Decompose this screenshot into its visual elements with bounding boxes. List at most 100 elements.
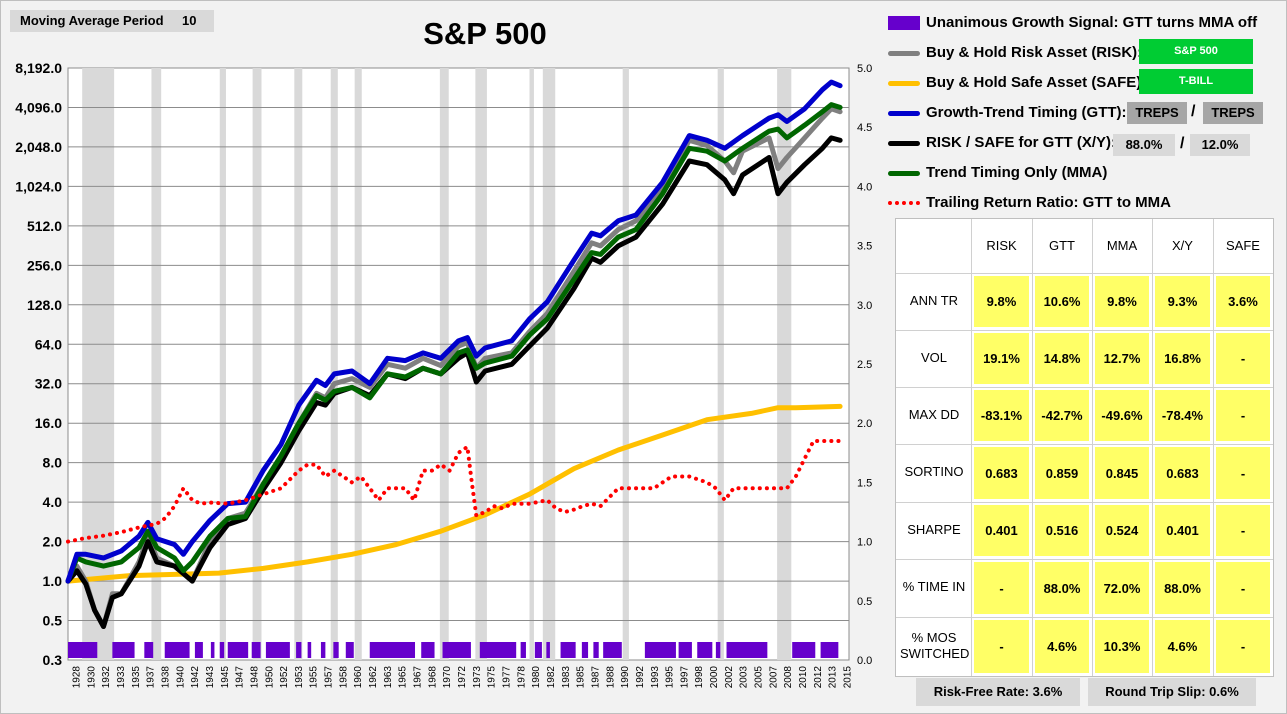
y-tick-label: 2,048.0 [15, 139, 62, 155]
x-tick-label: 1963 [383, 666, 394, 689]
x-tick-label: 1975 [487, 666, 498, 689]
table-row-label: SORTINO [904, 464, 964, 479]
x-tick-label: 1953 [294, 666, 305, 689]
signal-bar [219, 642, 225, 658]
gtt-separator: / [1191, 103, 1196, 120]
table-cell: 16.8% [1155, 333, 1210, 384]
table-cell: 12.7% [1095, 333, 1149, 384]
signal-bar [369, 642, 416, 658]
x-tick-label: 1992 [635, 666, 646, 689]
table-grid-line [1152, 219, 1153, 676]
table-header-cell: SAFE [1226, 238, 1260, 253]
gtt-value-2[interactable]: TREPS [1203, 102, 1263, 124]
x-tick-label: 1987 [590, 666, 601, 689]
gtt-value-1[interactable]: TREPS [1127, 102, 1187, 124]
x-tick-label: 2013 [828, 666, 839, 689]
legend-risk-label: Buy & Hold Risk Asset (RISK): [926, 44, 1143, 61]
y2-tick-label: 1.0 [857, 537, 872, 549]
y2-tick-label: 2.0 [857, 418, 872, 430]
recession-band [777, 68, 792, 660]
table-grid-line [1213, 219, 1214, 676]
moving-average-period: Moving Average Period 10 [10, 10, 214, 32]
table-grid-line [1032, 219, 1033, 676]
signal-bar [644, 642, 676, 658]
table-cell: - [1216, 333, 1270, 384]
x-tick-label: 1937 [146, 666, 157, 689]
signal-bar [144, 642, 154, 658]
signal-bar [520, 642, 526, 658]
y-tick-label: 8.0 [43, 455, 63, 471]
gtt-swatch [888, 110, 920, 116]
table-cell: 9.3% [1155, 276, 1210, 327]
table-cell: 0.516 [1035, 505, 1089, 556]
table-row-label: SHARPE [907, 522, 961, 537]
y2-tick-label: 0.0 [857, 655, 872, 667]
recession-band [330, 68, 338, 660]
risk-asset-box[interactable]: S&P 500 [1139, 39, 1253, 64]
table-grid-line [896, 559, 1273, 560]
moving-average-value[interactable]: 10 [182, 13, 197, 28]
x-tick-label: 1967 [413, 666, 424, 689]
x-tick-label: 2010 [798, 666, 809, 689]
legend-signal: Unanimous Growth Signal: GTT turns MMA o… [888, 12, 1257, 34]
table-cell: 9.8% [1095, 276, 1149, 327]
y2-tick-label: 2.5 [857, 359, 872, 371]
signal-bar [678, 642, 692, 658]
y-tick-label: 1,024.0 [15, 178, 62, 194]
recession-band [542, 68, 556, 660]
table-cell: - [1216, 390, 1270, 441]
legend-xy: RISK / SAFE for GTT (X/Y): [888, 132, 1116, 154]
series-line-5 [66, 439, 843, 544]
x-tick-label: 1985 [576, 666, 587, 689]
table-cell: - [1216, 562, 1270, 614]
table-cell: 0.401 [1155, 505, 1210, 556]
signal-bar [421, 642, 435, 658]
y2-tick-label: 1.5 [857, 477, 872, 489]
legend-mma: Trend Timing Only (MMA) [888, 162, 1107, 184]
y-tick-label: 0.3 [43, 652, 63, 668]
signal-bar [227, 642, 249, 658]
safe-asset-box[interactable]: T-BILL [1139, 69, 1253, 94]
y2-tick-label: 3.5 [857, 241, 872, 253]
y2-tick-label: 4.0 [857, 181, 872, 193]
signal-bar [726, 642, 768, 658]
table-cell: 0.845 [1095, 447, 1149, 499]
signal-bar [194, 642, 203, 658]
chart-title: S&P 500 [423, 16, 547, 51]
y-tick-label: 512.0 [27, 218, 62, 234]
xy-value-2[interactable]: 12.0% [1190, 134, 1250, 156]
table-cell: 88.0% [1035, 562, 1089, 614]
x-tick-label: 1942 [190, 666, 201, 689]
x-tick-label: 1988 [605, 666, 616, 689]
xy-value-1[interactable]: 88.0% [1113, 134, 1175, 156]
x-tick-label: 1938 [160, 666, 171, 689]
table-cell: 88.0% [1155, 562, 1210, 614]
table-cell: - [974, 620, 1029, 673]
x-tick-label: 1948 [249, 666, 260, 689]
y-tick-label: 8,192.0 [15, 60, 62, 76]
table-cell: 0.401 [974, 505, 1029, 556]
signal-bar [210, 642, 215, 658]
table-grid-line [1092, 219, 1093, 676]
table-cell: 0.859 [1035, 447, 1089, 499]
y-tick-label: 32.0 [35, 376, 62, 392]
x-tick-label: 1983 [561, 666, 572, 689]
legend-signal-label: Unanimous Growth Signal: GTT turns MMA o… [926, 14, 1258, 31]
signal-bar [560, 642, 576, 658]
recession-band [82, 68, 115, 660]
recession-band [219, 68, 226, 660]
signal-bar [697, 642, 713, 658]
table-row-label: MAX DD [908, 407, 960, 422]
y-tick-label: 256.0 [27, 257, 62, 273]
legend-ratio-label: Trailing Return Ratio: GTT to MMA [926, 194, 1171, 211]
signal-bar [265, 642, 290, 658]
x-tick-label: 1998 [694, 666, 705, 689]
x-tick-label: 1957 [324, 666, 335, 689]
recession-band [622, 68, 629, 660]
x-tick-label: 1972 [457, 666, 468, 689]
signal-swatch [888, 16, 920, 31]
table-row-label: ANN TR [909, 293, 959, 308]
table-grid-line [896, 273, 1273, 274]
performance-chart: 8,192.0 4,096.0 2,048.0 1,024.0 512.0 256.0 12… [15, 60, 872, 689]
table-cell: -42.7% [1035, 390, 1089, 441]
